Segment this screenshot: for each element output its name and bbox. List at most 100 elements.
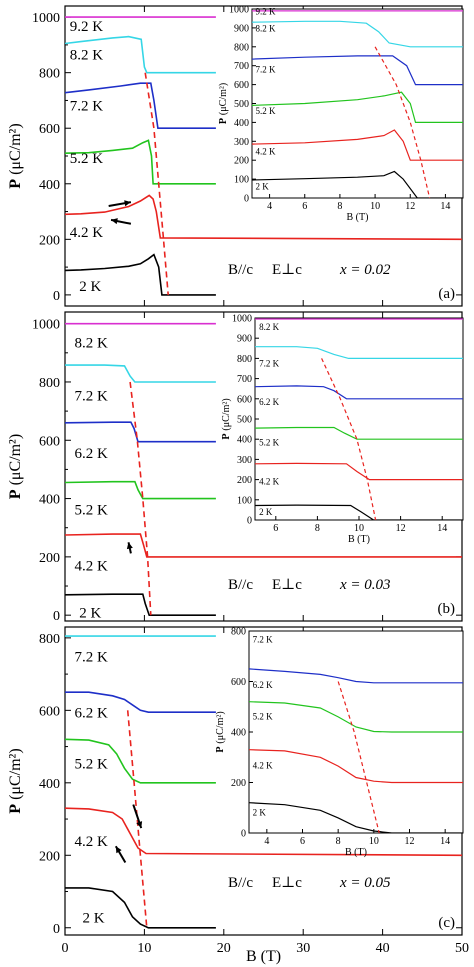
y-tick-label: 600 [39, 434, 60, 449]
series-line-2k [65, 887, 216, 929]
inset-x-tick-label: 10 [369, 836, 379, 847]
y-axis-label-symbol: P [7, 179, 24, 189]
inset-y-tick-label: 200 [231, 778, 246, 789]
transition-boundary-dashed [144, 72, 169, 295]
temperature-label: 2 K [82, 910, 104, 926]
series-line-4.2k [65, 194, 462, 241]
inset-series-line-7.2k [255, 346, 463, 359]
temperature-label: 7.2 K [75, 389, 109, 405]
inset-c: 4 6 8 10 12 14 0 200 400 600 800 7.2 K 6.2 K 5.2 K 4.2… [215, 627, 464, 858]
inset-y-axis-label: P (μC/m²) [215, 711, 226, 752]
inset-y-tick-label: 900 [234, 23, 249, 34]
series-line-5.2k [65, 738, 216, 784]
inset-temperature-label: 2 K [259, 507, 273, 517]
inset-temperature-label: 5.2 K [256, 106, 277, 116]
inset-y-axis-symbol: P [221, 434, 232, 440]
inset-y-tick-label: 0 [244, 194, 249, 205]
inset-x-tick-label: 8 [315, 523, 320, 534]
temperature-label: 9.2 K [70, 19, 104, 35]
inset-series-line-4.2k [249, 749, 463, 784]
inset-transition-boundary [321, 358, 377, 521]
y-tick-label: 800 [39, 376, 60, 391]
x-tick-label: 20 [217, 941, 231, 956]
inset-series-line-2k [255, 504, 463, 520]
inset-temperature-label: 7.2 K [259, 358, 280, 368]
inset-y-tick-label: 200 [234, 156, 249, 167]
inset-series-line-7.2k [252, 55, 463, 86]
sweep-arrow-head [124, 200, 131, 207]
series-line-6.2k [65, 691, 216, 713]
temperature-label: 5.2 K [70, 151, 104, 167]
inset-x-tick-label: 12 [405, 836, 415, 847]
sweep-arrow-head [126, 542, 133, 550]
inset-temperature-label: 6.2 K [259, 397, 280, 407]
inset-x-tick-label: 6 [273, 523, 278, 534]
inset-y-axis-unit: (μC/m²) [218, 83, 229, 115]
y-tick-label: 600 [39, 122, 60, 137]
inset-series-line-5.2k [249, 701, 463, 733]
y-tick-label: 0 [53, 922, 60, 937]
transition-boundary-dashed [129, 381, 152, 616]
x-tick-label: 40 [376, 941, 390, 956]
y-tick-label: 1000 [32, 11, 60, 26]
inset-temperature-label: 5.2 K [259, 437, 280, 447]
temperature-label: 8.2 K [70, 47, 104, 63]
inset-series-line-8.2k [252, 20, 463, 48]
inset-series-line-5.2k [252, 91, 463, 123]
inset-y-tick-label: 1000 [232, 314, 252, 325]
series-line-5.2k [65, 480, 216, 500]
inset-y-tick-label: 800 [237, 354, 252, 365]
y-tick-label: 200 [39, 551, 60, 566]
inset-y-tick-label: 300 [237, 455, 252, 466]
temperature-label: 6.2 K [75, 706, 109, 722]
inset-y-tick-label: 800 [231, 627, 246, 638]
inset-temperature-label: 5.2 K [253, 711, 273, 721]
inset-x-axis-label: B (T) [348, 534, 370, 545]
inset-y-tick-label: 0 [241, 829, 246, 840]
inset-x-tick-label: 6 [302, 201, 307, 212]
series-line-2k [65, 593, 216, 616]
inset-temperature-label: 2 K [256, 181, 270, 191]
inset-temperature-label: 2 K [253, 807, 267, 817]
inset-temperature-label: 7.2 K [253, 634, 273, 644]
inset-x-tick-label: 12 [396, 523, 406, 534]
panel-label: (b) [438, 601, 456, 617]
inset-x-tick-label: 8 [336, 836, 341, 847]
inset-y-tick-label: 400 [234, 118, 249, 129]
y-tick-label: 0 [53, 289, 60, 304]
temperature-label: 7.2 K [75, 649, 109, 665]
y-tick-label: 800 [39, 67, 60, 82]
inset-y-tick-label: 900 [237, 334, 252, 345]
series-line-6.2k [65, 421, 216, 443]
panel-label: (a) [438, 286, 455, 302]
series-line-7.2k [65, 82, 216, 129]
temperature-label: 6.2 K [75, 446, 109, 462]
y-axis-label-unit: (μC/m²) [7, 123, 24, 175]
inset-transition-boundary [374, 46, 431, 199]
inset-frame [251, 8, 464, 199]
doping-label: x = 0.03 [339, 577, 391, 593]
temperature-label: 8.2 K [75, 336, 109, 352]
inset-temperature-label: 4.2 K [259, 477, 280, 487]
inset-x-axis-label: B (T) [347, 212, 369, 223]
electric-field-label: E⊥c [272, 875, 302, 891]
inset-b: 6 8 10 12 14 0 100 200 300 400 500 600 700 800 900 1000… [221, 314, 464, 545]
sweep-arrow-head [115, 846, 122, 854]
temperature-label: 4.2 K [70, 225, 104, 241]
x-tick-label: 50 [455, 941, 469, 956]
inset-y-tick-label: 500 [237, 415, 252, 426]
inset-series-line-2k [249, 802, 463, 833]
inset-y-tick-label: 600 [234, 80, 249, 91]
inset-temperature-label: 9.2 K [256, 7, 277, 17]
temperature-label: 5.2 K [75, 503, 109, 519]
inset-y-axis-unit: (μC/m²) [215, 711, 226, 743]
x-tick-label: 30 [296, 941, 310, 956]
series-line-2k [65, 253, 216, 296]
inset-y-tick-label: 0 [247, 516, 252, 527]
inset-temperature-label: 4.2 K [253, 761, 273, 771]
inset-temperature-label: 4.2 K [256, 147, 277, 157]
electric-field-label: E⊥c [272, 262, 302, 278]
inset-y-axis-symbol: P [215, 747, 226, 753]
inset-series-line-6.2k [255, 385, 463, 400]
